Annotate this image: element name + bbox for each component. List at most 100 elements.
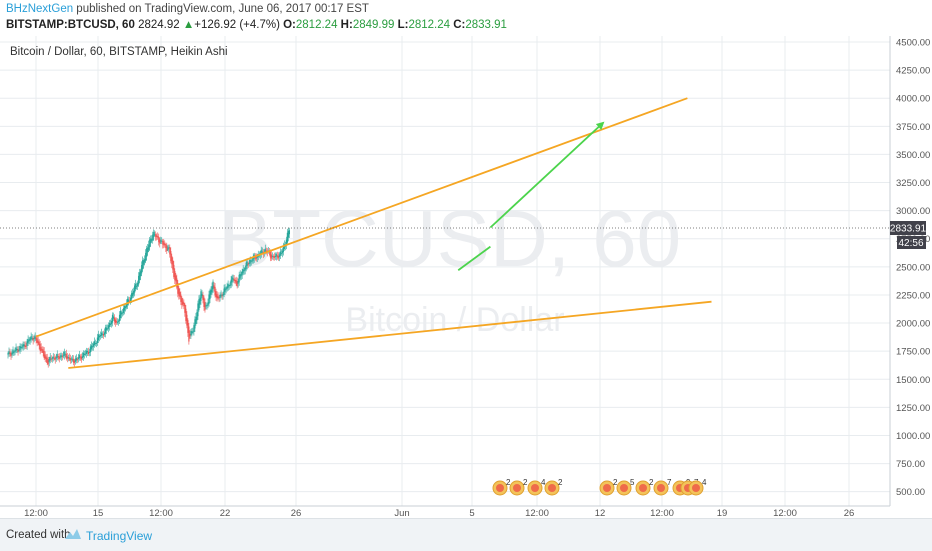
candle-body [78, 354, 80, 359]
projection-arrow-line[interactable] [489, 121, 605, 229]
candle-body [190, 331, 192, 336]
small-uptrend-line[interactable] [457, 245, 491, 271]
candle-body [189, 334, 191, 337]
candle-body [223, 288, 225, 295]
candle-body [161, 240, 163, 242]
y-tick-label: 2500.00 [896, 262, 930, 273]
candle-body [107, 325, 110, 329]
y-tick-label: 3000.00 [896, 206, 930, 217]
price-axis[interactable]: 500.00 750.00 1000.00 1250.00 1500.00 1750.00… [896, 38, 930, 499]
candle-body [280, 253, 282, 255]
watermark-main: BTCUSD, 60 [219, 194, 681, 283]
candle-body [173, 264, 175, 278]
time-axis[interactable]: 12:00 15 12:00 22 26 Jun 5 12:00 12 12:00 19 12:00 2… [24, 508, 854, 518]
earnings-3-marker[interactable]: 4 [527, 478, 546, 496]
candle-body [42, 349, 44, 353]
candle-body [157, 236, 159, 238]
earnings-3-label: 4 [541, 478, 546, 487]
earnings-5-label: 2 [613, 478, 618, 487]
candle-body [10, 353, 12, 356]
x-tick-label: 22 [220, 508, 231, 518]
price-change: +126.92 (+4.7%) [194, 19, 280, 31]
candle-body [7, 353, 9, 355]
candle-body [132, 292, 134, 297]
published-text: published on TradingView.com, June 06, 2… [73, 3, 369, 15]
candle-body [59, 356, 61, 358]
lower-support-line[interactable] [68, 300, 712, 369]
candle-body [68, 357, 70, 359]
earnings-11-marker[interactable]: 4 [688, 478, 707, 496]
low-label: L: [397, 19, 409, 31]
earnings-6-marker[interactable]: 5 [616, 478, 635, 496]
candle-body [14, 350, 16, 352]
y-tick-label: 500.00 [896, 487, 925, 498]
candle-body [151, 239, 153, 241]
candle-body [164, 244, 166, 246]
candle-body [54, 357, 56, 360]
candle-body [50, 358, 52, 360]
candle-body [199, 297, 201, 305]
candle-body [75, 357, 77, 361]
candle-body [269, 251, 271, 258]
candle-body [63, 351, 65, 356]
y-tick-label: 4250.00 [896, 66, 930, 77]
x-tick-label: 26 [291, 508, 302, 518]
candle-body [11, 352, 13, 355]
candle-body [286, 232, 288, 243]
candle-body [9, 352, 11, 355]
x-tick-label: 12:00 [650, 508, 674, 518]
candle-body [18, 349, 20, 351]
candle-body [15, 347, 17, 352]
candle-body [79, 356, 81, 358]
earnings-7-marker[interactable]: 2 [635, 478, 654, 496]
candle-body [39, 343, 41, 351]
candle-body [205, 305, 207, 307]
candle-body [47, 360, 49, 365]
upper-resistance-line[interactable] [35, 97, 688, 338]
chart-area[interactable]: BTCUSD, 60 Bitcoin / Dollar Bitcoin / Do… [0, 36, 932, 518]
candle-body [80, 356, 82, 360]
candle-body [93, 341, 96, 346]
earnings-8-marker[interactable]: 7 [653, 478, 672, 496]
trend-lines[interactable] [35, 97, 712, 369]
candle-body [158, 236, 160, 243]
tradingview-brand[interactable]: TradingView [86, 529, 153, 543]
candle-body [176, 278, 178, 288]
candle-body [126, 298, 129, 306]
earnings-2-marker[interactable]: 2 [509, 478, 528, 496]
candles [7, 227, 290, 368]
candle-body [243, 269, 245, 272]
candle-body [248, 262, 250, 265]
candle-body [70, 358, 72, 360]
event-markers[interactable]: 22422527974 [492, 478, 707, 496]
candle-body [74, 359, 76, 362]
candle-body [264, 248, 266, 253]
candle-body [255, 257, 257, 260]
candle-body [229, 284, 231, 286]
earnings-4-marker[interactable]: 2 [544, 478, 563, 496]
candle-body [191, 331, 193, 334]
candle-body [71, 358, 73, 360]
tradingview-logo-icon [65, 529, 81, 539]
y-tick-label: 750.00 [896, 459, 925, 470]
candle-body [206, 305, 208, 307]
candle-body [194, 319, 196, 329]
y-tick-label: 3250.00 [896, 178, 930, 189]
x-tick-label: Jun [394, 508, 409, 518]
author-link[interactable]: BHzNextGen [6, 3, 74, 15]
candle-body [99, 334, 102, 337]
time-badge: 42:56 [897, 236, 926, 249]
high-value: 2849.99 [352, 19, 395, 31]
candle-body [169, 247, 171, 255]
earnings-5-marker[interactable]: 2 [599, 478, 618, 496]
price-chart[interactable]: BTCUSD, 60 Bitcoin / Dollar Bitcoin / Do… [0, 36, 932, 518]
candle-body [183, 302, 185, 307]
candle-body [185, 308, 187, 321]
price-badge: 2833.91 [890, 221, 927, 235]
candle-body [208, 294, 210, 304]
close-label: C: [453, 19, 466, 31]
candle-body [87, 351, 89, 355]
earnings-1-marker[interactable]: 2 [492, 478, 511, 496]
candle-body [92, 343, 95, 347]
candle-body [210, 289, 212, 295]
